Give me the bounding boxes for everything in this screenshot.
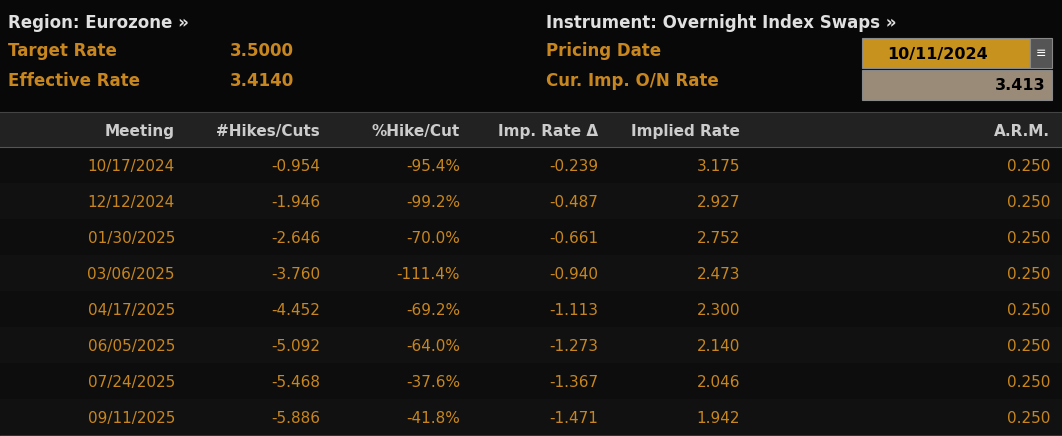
Text: -5.468: -5.468: [271, 375, 320, 389]
Text: Effective Rate: Effective Rate: [8, 72, 140, 90]
Text: -3.760: -3.760: [271, 266, 320, 282]
Text: 2.140: 2.140: [697, 338, 740, 354]
Text: 10/17/2024: 10/17/2024: [88, 159, 175, 174]
Text: 0.250: 0.250: [1007, 194, 1050, 210]
Text: -0.940: -0.940: [549, 266, 598, 282]
Text: 09/11/2025: 09/11/2025: [88, 411, 175, 426]
Text: 0.250: 0.250: [1007, 411, 1050, 426]
Text: -5.886: -5.886: [271, 411, 320, 426]
Text: 2.752: 2.752: [697, 231, 740, 245]
Text: -1.113: -1.113: [549, 303, 598, 317]
Text: 0.250: 0.250: [1007, 338, 1050, 354]
FancyBboxPatch shape: [0, 291, 1062, 327]
Text: 3.4140: 3.4140: [230, 72, 294, 90]
FancyBboxPatch shape: [0, 255, 1062, 291]
Text: Meeting: Meeting: [105, 123, 175, 139]
Text: -37.6%: -37.6%: [406, 375, 460, 389]
Text: A.R.M.: A.R.M.: [994, 123, 1050, 139]
FancyBboxPatch shape: [0, 183, 1062, 219]
Text: ≡: ≡: [1035, 48, 1046, 61]
Text: 10/11/2024: 10/11/2024: [888, 47, 989, 61]
FancyBboxPatch shape: [0, 113, 1062, 147]
Text: -4.452: -4.452: [271, 303, 320, 317]
Text: %Hike/Cut: %Hike/Cut: [372, 123, 460, 139]
Text: -1.367: -1.367: [549, 375, 598, 389]
Text: 2.473: 2.473: [697, 266, 740, 282]
Text: -1.946: -1.946: [271, 194, 320, 210]
Text: 03/06/2025: 03/06/2025: [87, 266, 175, 282]
Text: -0.239: -0.239: [549, 159, 598, 174]
FancyBboxPatch shape: [862, 38, 1030, 68]
Text: Target Rate: Target Rate: [8, 42, 117, 60]
FancyBboxPatch shape: [0, 363, 1062, 399]
Text: -99.2%: -99.2%: [406, 194, 460, 210]
FancyBboxPatch shape: [1030, 38, 1052, 68]
FancyBboxPatch shape: [0, 147, 1062, 183]
Text: Implied Rate: Implied Rate: [631, 123, 740, 139]
Text: 2.046: 2.046: [697, 375, 740, 389]
Text: -2.646: -2.646: [271, 231, 320, 245]
Text: -111.4%: -111.4%: [396, 266, 460, 282]
Text: 1.942: 1.942: [697, 411, 740, 426]
Text: -1.471: -1.471: [549, 411, 598, 426]
FancyBboxPatch shape: [0, 399, 1062, 435]
Text: 07/24/2025: 07/24/2025: [88, 375, 175, 389]
FancyBboxPatch shape: [0, 327, 1062, 363]
Text: 0.250: 0.250: [1007, 375, 1050, 389]
Text: 0.250: 0.250: [1007, 231, 1050, 245]
Text: -0.661: -0.661: [549, 231, 598, 245]
Text: -0.954: -0.954: [271, 159, 320, 174]
Text: 0.250: 0.250: [1007, 159, 1050, 174]
Text: -70.0%: -70.0%: [406, 231, 460, 245]
Text: 06/05/2025: 06/05/2025: [88, 338, 175, 354]
FancyBboxPatch shape: [862, 70, 1052, 100]
Text: 2.300: 2.300: [697, 303, 740, 317]
Text: -95.4%: -95.4%: [406, 159, 460, 174]
Text: 3.413: 3.413: [995, 78, 1046, 93]
Text: 04/17/2025: 04/17/2025: [88, 303, 175, 317]
Text: #Hikes/Cuts: #Hikes/Cuts: [217, 123, 320, 139]
Text: Pricing Date: Pricing Date: [546, 42, 662, 60]
Text: 3.5000: 3.5000: [230, 42, 294, 60]
Text: Region: Eurozone »: Region: Eurozone »: [8, 14, 189, 32]
FancyBboxPatch shape: [0, 219, 1062, 255]
Text: -41.8%: -41.8%: [406, 411, 460, 426]
Text: 2.927: 2.927: [697, 194, 740, 210]
Text: 3.175: 3.175: [697, 159, 740, 174]
Text: 12/12/2024: 12/12/2024: [88, 194, 175, 210]
Text: -1.273: -1.273: [549, 338, 598, 354]
Text: -64.0%: -64.0%: [406, 338, 460, 354]
Text: -69.2%: -69.2%: [406, 303, 460, 317]
Text: -0.487: -0.487: [549, 194, 598, 210]
Text: 0.250: 0.250: [1007, 303, 1050, 317]
Text: Instrument: Overnight Index Swaps »: Instrument: Overnight Index Swaps »: [546, 14, 896, 32]
Text: 01/30/2025: 01/30/2025: [88, 231, 175, 245]
Text: 0.250: 0.250: [1007, 266, 1050, 282]
Text: Cur. Imp. O/N Rate: Cur. Imp. O/N Rate: [546, 72, 719, 90]
Text: -5.092: -5.092: [271, 338, 320, 354]
Text: Imp. Rate Δ: Imp. Rate Δ: [498, 123, 598, 139]
